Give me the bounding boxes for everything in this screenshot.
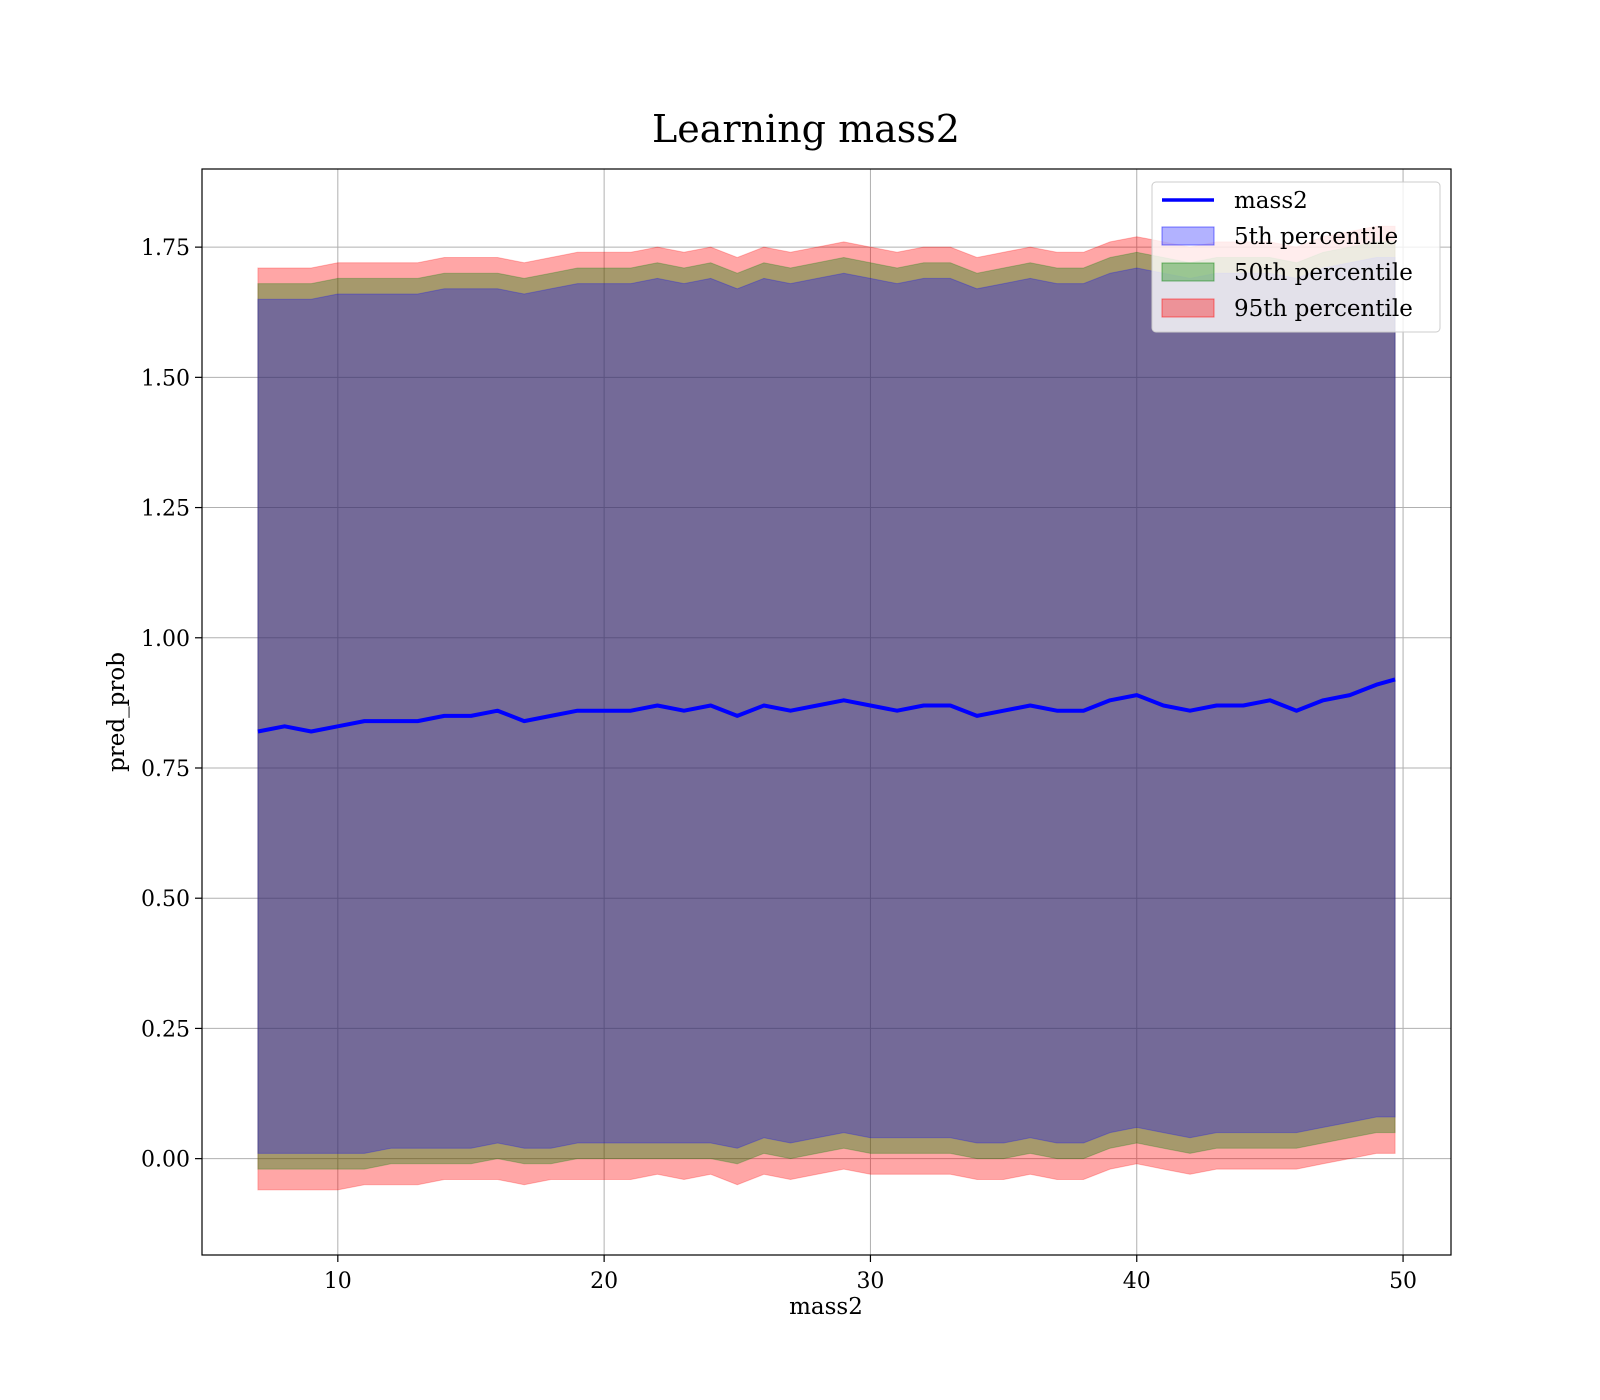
x-tick-label: 50 [1389, 1269, 1417, 1294]
legend: mass2 5th percentile 50th percentile 95t… [1151, 181, 1441, 333]
legend-label-50th: 50th percentile [1234, 260, 1413, 286]
y-axis-label: pred_prob [104, 652, 130, 772]
percentile-bands [257, 225, 1396, 1191]
legend-label-5th: 5th percentile [1234, 224, 1398, 250]
line-mass2 [257, 677, 1396, 734]
legend-swatch-5th [1161, 226, 1215, 246]
y-tick-label: 1.25 [141, 497, 190, 522]
legend-label-95th: 95th percentile [1234, 296, 1413, 322]
y-tick-label: 1.50 [141, 366, 190, 391]
x-tick-label: 20 [590, 1269, 618, 1294]
legend-label-mass2: mass2 [1234, 188, 1308, 214]
x-axis-ticks: 10 20 30 40 50 [324, 1255, 1417, 1294]
y-tick-label: 0.75 [141, 757, 190, 782]
x-tick-label: 10 [324, 1269, 352, 1294]
legend-swatch-95th [1161, 298, 1215, 318]
y-tick-label: 1.75 [141, 236, 190, 261]
x-tick-label: 30 [856, 1269, 884, 1294]
y-tick-label: 1.00 [141, 627, 190, 652]
y-tick-label: 0.00 [141, 1148, 190, 1173]
x-axis-label: mass2 [789, 1294, 863, 1320]
legend-box [1151, 181, 1441, 333]
x-tick-label: 40 [1123, 1269, 1151, 1294]
y-axis-ticks: 0.00 0.25 0.50 0.75 1.00 1.25 1.50 1.75 [141, 236, 202, 1173]
plot-frame [201, 168, 1452, 1256]
y-tick-label: 0.50 [141, 887, 190, 912]
band-95th-percentile [257, 225, 1396, 1191]
y-tick-label: 0.25 [141, 1017, 190, 1042]
chart-title: Learning mass2 [652, 107, 960, 151]
series-lines [257, 677, 1396, 734]
legend-swatch-50th [1161, 262, 1215, 282]
